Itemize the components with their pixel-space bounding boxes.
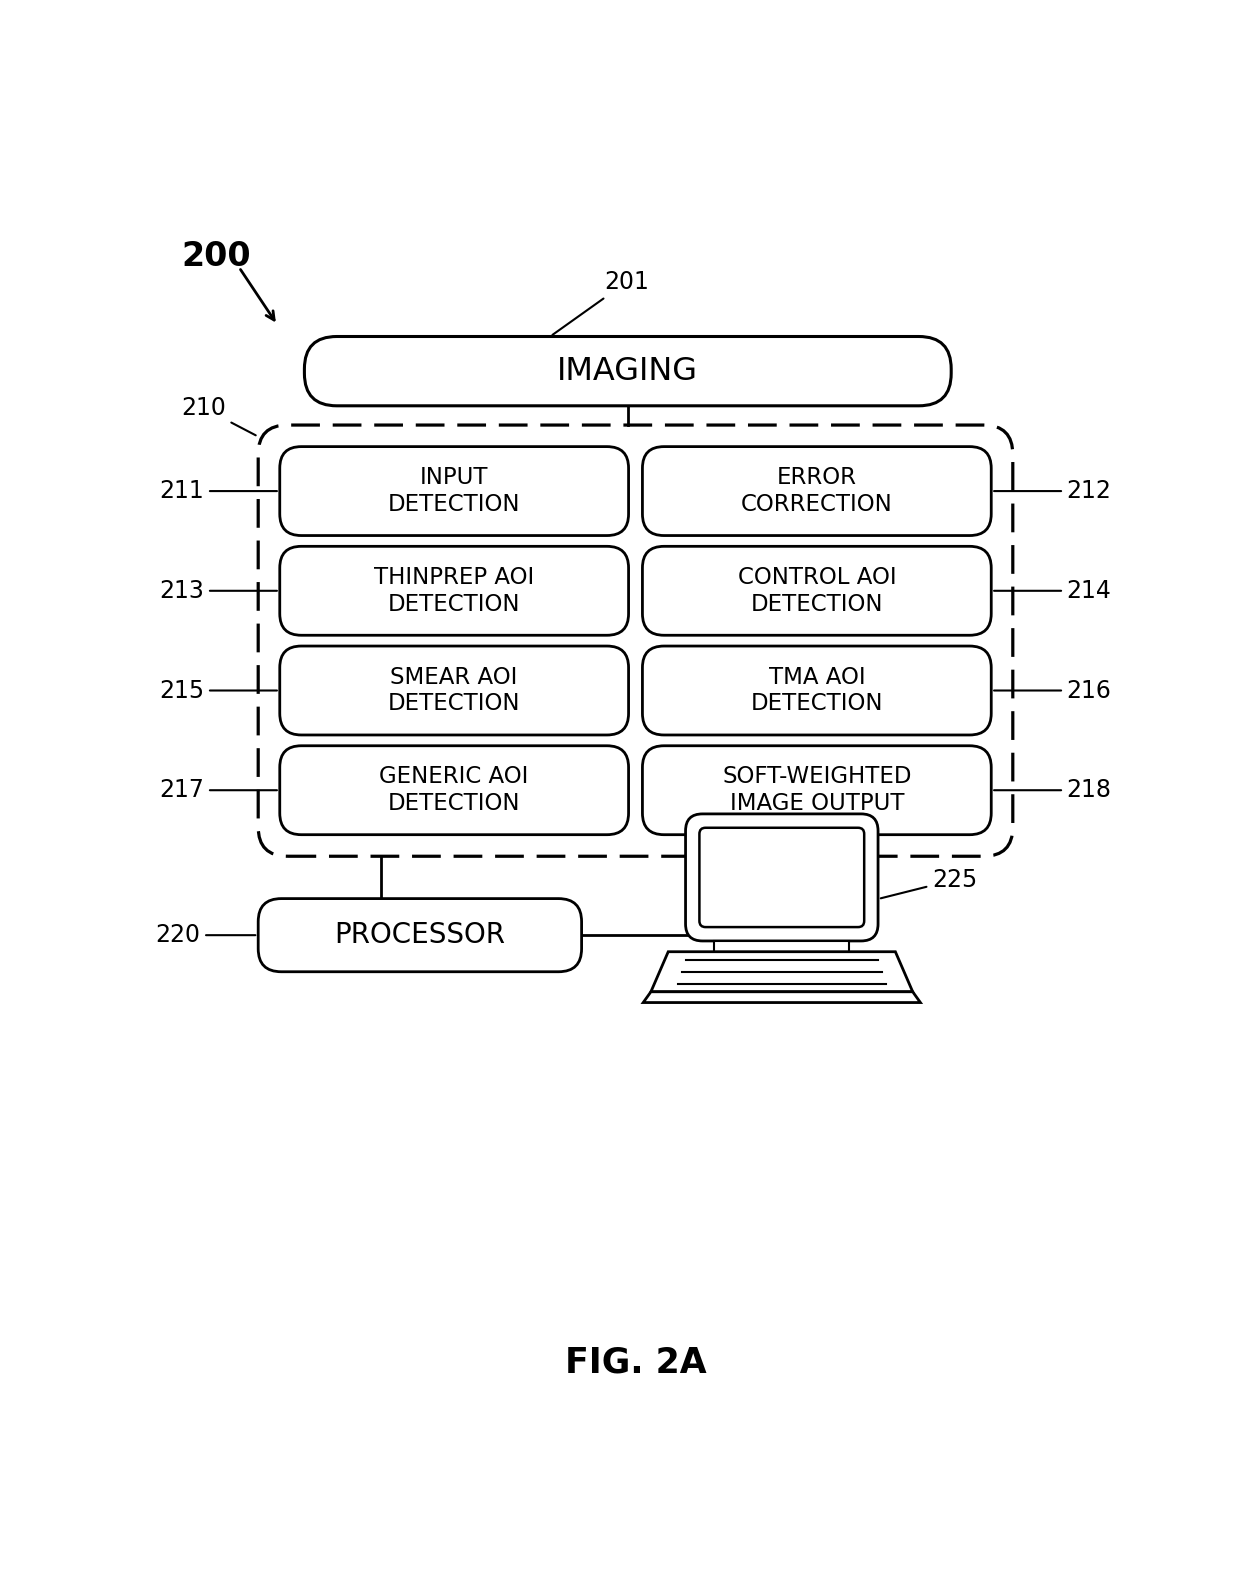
FancyBboxPatch shape xyxy=(280,747,629,835)
Text: 217: 217 xyxy=(160,778,277,802)
Text: 213: 213 xyxy=(160,579,277,602)
Text: GENERIC AOI
DETECTION: GENERIC AOI DETECTION xyxy=(379,766,528,815)
FancyBboxPatch shape xyxy=(642,747,991,835)
Text: 214: 214 xyxy=(994,579,1111,602)
FancyBboxPatch shape xyxy=(642,547,991,636)
FancyBboxPatch shape xyxy=(258,899,582,972)
FancyBboxPatch shape xyxy=(642,647,991,735)
Text: 210: 210 xyxy=(181,396,255,436)
Text: INPUT
DETECTION: INPUT DETECTION xyxy=(388,466,521,515)
Polygon shape xyxy=(651,951,913,992)
Text: FIG. 2A: FIG. 2A xyxy=(564,1346,707,1381)
Polygon shape xyxy=(714,941,849,951)
Text: CONTROL AOI
DETECTION: CONTROL AOI DETECTION xyxy=(738,566,897,615)
FancyBboxPatch shape xyxy=(686,815,878,941)
Text: 201: 201 xyxy=(553,269,649,334)
Text: 211: 211 xyxy=(160,479,277,502)
FancyBboxPatch shape xyxy=(280,647,629,735)
Text: ERROR
CORRECTION: ERROR CORRECTION xyxy=(742,466,893,515)
Text: IMAGING: IMAGING xyxy=(557,355,698,387)
Text: THINPREP AOI
DETECTION: THINPREP AOI DETECTION xyxy=(374,566,534,615)
FancyBboxPatch shape xyxy=(304,336,951,406)
Text: 212: 212 xyxy=(994,479,1111,502)
FancyBboxPatch shape xyxy=(642,447,991,536)
Text: SOFT-WEIGHTED
IMAGE OUTPUT: SOFT-WEIGHTED IMAGE OUTPUT xyxy=(722,766,911,815)
Text: TMA AOI
DETECTION: TMA AOI DETECTION xyxy=(750,666,883,715)
Text: 216: 216 xyxy=(994,678,1111,702)
Text: 200: 200 xyxy=(181,241,250,273)
FancyBboxPatch shape xyxy=(280,447,629,536)
Polygon shape xyxy=(644,992,920,1003)
Text: 215: 215 xyxy=(159,678,277,702)
Text: 225: 225 xyxy=(880,867,977,899)
Text: 220: 220 xyxy=(155,922,255,948)
FancyBboxPatch shape xyxy=(699,827,864,927)
Text: SMEAR AOI
DETECTION: SMEAR AOI DETECTION xyxy=(388,666,521,715)
FancyBboxPatch shape xyxy=(280,547,629,636)
Text: 218: 218 xyxy=(994,778,1112,802)
Text: PROCESSOR: PROCESSOR xyxy=(335,921,506,949)
